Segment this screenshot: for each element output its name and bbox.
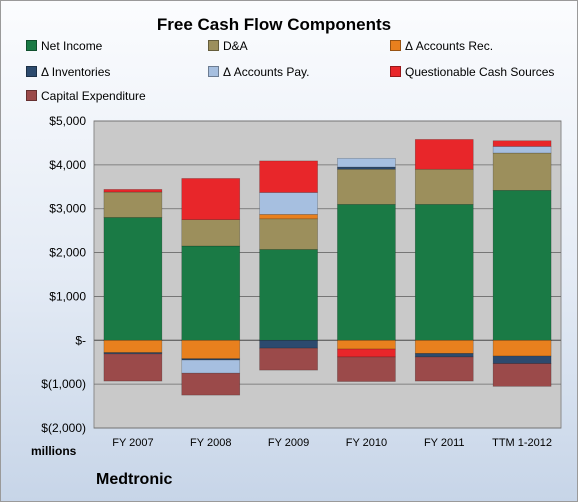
x-tick-label: TTM 1-2012 [492, 437, 552, 449]
bar-segment [181, 219, 241, 247]
bar-segment [492, 140, 552, 147]
bar-segment [492, 339, 552, 357]
legend-label: D&A [223, 39, 248, 53]
bar-segment [259, 249, 318, 341]
legend-item-inventories: Δ Inventories [26, 65, 110, 79]
bar-segment [337, 356, 396, 382]
legend-swatch [26, 40, 37, 51]
bar-segment [259, 160, 318, 193]
bar-segment [337, 157, 396, 168]
bar-segment [181, 372, 241, 396]
bar-segment [337, 166, 396, 170]
y-tick-label: $4,000 [49, 158, 86, 172]
chart-title: Free Cash Flow Components [156, 15, 392, 34]
legend-swatch [390, 66, 401, 77]
x-tick-label: FY 2009 [268, 437, 309, 449]
legend-item-net-income: Net Income [26, 39, 102, 53]
bar-segment [492, 152, 552, 191]
legend-swatch [208, 66, 219, 77]
bar-segment [103, 352, 163, 355]
legend-label: Net Income [41, 39, 103, 53]
bar-segment [414, 204, 474, 341]
x-tick-label: FY 2007 [112, 437, 153, 449]
legend-item-capex: Capital Expenditure [26, 89, 146, 103]
bar-segment [414, 353, 474, 358]
bar-segment [103, 191, 163, 218]
legend-item-questionable-cash: Questionable Cash Sources [390, 65, 554, 79]
legend-item-accounts-rec: Δ Accounts Rec. [390, 39, 493, 53]
bar-segment [337, 339, 396, 350]
bar-segment [181, 359, 241, 374]
bar-segment [337, 204, 396, 341]
bar-segment [259, 339, 318, 349]
bar-segment [492, 363, 552, 387]
legend-swatch [390, 40, 401, 51]
bar-segment [492, 146, 552, 154]
bar-segment [414, 168, 474, 205]
legend-label: Δ Accounts Rec. [405, 39, 494, 53]
y-tick-label: $(1,000) [41, 377, 86, 391]
bar-segment [103, 217, 163, 341]
legend-label: Δ Accounts Pay. [223, 65, 310, 79]
bar-segment [103, 189, 163, 193]
bar-segment [181, 245, 241, 341]
bar-segment [259, 347, 318, 371]
units-label: millions [31, 444, 77, 458]
legend-label: Δ Inventories [41, 65, 111, 79]
plot-background [93, 120, 562, 429]
bar-segment [181, 339, 241, 360]
x-tick-label: FY 2010 [346, 437, 387, 449]
company-name: Medtronic [96, 471, 173, 488]
x-tick-label: FY 2011 [424, 437, 465, 449]
y-tick-label: $2,000 [49, 246, 86, 260]
y-tick-label: $5,000 [49, 114, 86, 128]
bar-segment [259, 192, 318, 215]
legend-swatch [208, 40, 219, 51]
legend-item-da: D&A [208, 39, 248, 53]
legend-label: Capital Expenditure [41, 89, 146, 103]
bar-segment [259, 218, 318, 250]
bar-segment [492, 189, 552, 341]
y-tick-label: $(2,000) [41, 421, 86, 435]
legend-label: Questionable Cash Sources [405, 65, 555, 79]
bar-segment [414, 339, 474, 354]
y-tick-label: $3,000 [49, 202, 86, 216]
bar-segment [259, 214, 318, 220]
y-tick-label: $- [75, 333, 86, 347]
bar-segment [414, 356, 474, 382]
bar-segment [103, 353, 163, 382]
x-tick-label: FY 2008 [190, 437, 231, 449]
bar-segment [492, 355, 552, 364]
bar-segment [414, 139, 474, 170]
bar-segment [103, 339, 163, 353]
bar-segment [337, 348, 396, 358]
legend-swatch [26, 66, 37, 77]
y-tick-label: $1,000 [49, 289, 86, 303]
legend-item-accounts-pay: Δ Accounts Pay. [208, 65, 310, 79]
legend-swatch [26, 90, 37, 101]
bar-segment [337, 168, 396, 205]
bar-segment [181, 178, 241, 220]
